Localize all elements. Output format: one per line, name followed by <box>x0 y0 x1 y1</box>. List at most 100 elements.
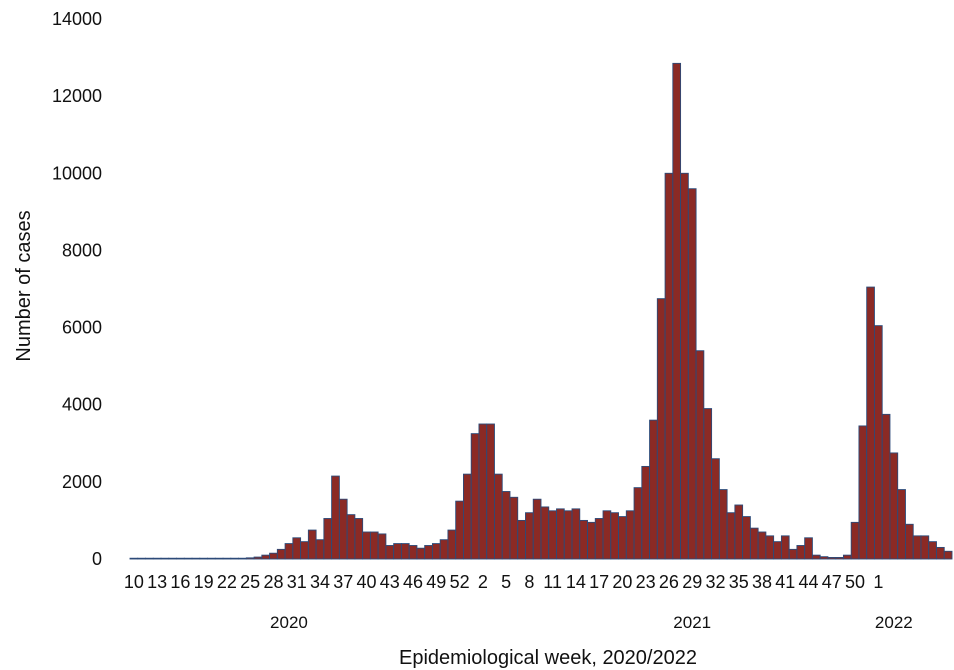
y-axis: 0 2000 4000 6000 8000 10000 12000 14000 <box>52 9 102 569</box>
bar-week-64 <box>625 510 635 560</box>
y-axis-title: Number of cases <box>13 210 35 361</box>
x-tick-label: 10 <box>124 572 144 592</box>
bar-week-48 <box>501 491 511 560</box>
bar-week-45 <box>478 423 488 560</box>
x-axis: 10 13 16 19 22 25 28 31 34 37 40 43 46 49 52 2 5 8 11 14 17 2… <box>124 572 883 592</box>
x-tick-label: 19 <box>194 572 214 592</box>
year-label: 2021 <box>673 613 711 632</box>
x-tick-label: 34 <box>310 572 330 592</box>
x-tick-label: 26 <box>659 572 679 592</box>
bar-week-62 <box>610 512 619 560</box>
bar-week-101 <box>912 535 922 560</box>
bar-week-59 <box>587 521 596 560</box>
bar-week-92 <box>842 554 852 560</box>
bar-week-43 <box>463 473 472 560</box>
x-tick-label: 13 <box>147 572 167 592</box>
bar-week-4 <box>160 557 170 560</box>
bar-week-17 <box>261 554 271 560</box>
bar-week-34 <box>393 543 402 560</box>
bar-week-3 <box>152 557 162 560</box>
bar-week-24 <box>315 539 325 560</box>
bar-week-27 <box>338 498 348 560</box>
bar-week-57 <box>571 508 581 560</box>
x-tick-label: 2 <box>478 572 488 592</box>
bar-week-21 <box>292 537 302 560</box>
bar-week-80 <box>749 527 759 560</box>
bar-week-60 <box>594 518 604 560</box>
bar-week-69 <box>664 172 674 560</box>
x-tick-label: 20 <box>612 572 632 592</box>
bar-week-85 <box>788 548 798 560</box>
x-tick-label: 25 <box>240 572 260 592</box>
year-axis: 2020 2021 2022 <box>270 613 913 632</box>
x-tick-label: 1 <box>873 572 883 592</box>
x-tick-label: 35 <box>729 572 749 592</box>
y-tick-label: 14000 <box>52 9 102 29</box>
y-tick-label: 4000 <box>62 395 102 415</box>
bar-week-94 <box>858 425 868 560</box>
x-tick-label: 14 <box>566 572 586 592</box>
x-tick-label: 41 <box>775 572 795 592</box>
bar-week-31 <box>369 531 379 560</box>
bar-week-12 <box>222 557 232 560</box>
y-tick-label: 2000 <box>62 472 102 492</box>
bar-week-33 <box>385 545 395 560</box>
bar-week-54 <box>548 510 557 560</box>
bar-week-76 <box>718 489 728 560</box>
bar-week-36 <box>408 545 418 560</box>
bar-week-79 <box>742 516 751 560</box>
bar-week-32 <box>377 533 387 560</box>
bar-week-22 <box>300 541 309 560</box>
bar-week-99 <box>897 489 906 560</box>
bar-week-105 <box>943 550 953 560</box>
x-tick-label: 8 <box>524 572 534 592</box>
bar-week-68 <box>656 298 666 560</box>
bar-week-61 <box>602 510 612 560</box>
bar-week-35 <box>400 543 410 560</box>
bar-series <box>129 62 953 560</box>
y-tick-label: 12000 <box>52 86 102 106</box>
bar-week-74 <box>703 408 713 560</box>
bar-week-2 <box>145 557 154 560</box>
bar-week-65 <box>633 487 643 560</box>
bar-week-93 <box>850 521 860 560</box>
x-tick-label: 28 <box>263 572 283 592</box>
bar-week-77 <box>726 512 736 560</box>
bar-week-83 <box>773 541 782 560</box>
x-tick-label: 11 <box>543 572 562 592</box>
y-tick-label: 10000 <box>52 163 102 183</box>
year-label: 2020 <box>270 613 308 632</box>
bar-week-89 <box>819 556 829 560</box>
bar-week-104 <box>936 546 945 560</box>
bar-week-15 <box>245 557 255 560</box>
bar-week-97 <box>881 413 891 560</box>
bar-week-0 <box>129 557 139 560</box>
bar-week-91 <box>835 557 844 560</box>
bar-week-40 <box>439 539 449 560</box>
bar-week-14 <box>238 557 247 560</box>
bar-week-66 <box>641 465 651 560</box>
x-tick-label: 23 <box>636 572 656 592</box>
x-tick-label: 46 <box>403 572 423 592</box>
bar-week-103 <box>928 541 937 560</box>
bar-week-47 <box>494 473 503 560</box>
bar-week-56 <box>563 510 573 560</box>
bar-week-8 <box>191 557 201 560</box>
bar-week-70 <box>672 62 682 560</box>
bar-week-87 <box>804 537 813 560</box>
x-tick-label: 16 <box>170 572 190 592</box>
bar-week-82 <box>765 535 775 560</box>
bar-week-28 <box>346 514 356 560</box>
bar-week-75 <box>711 458 720 560</box>
x-tick-label: 43 <box>380 572 400 592</box>
bar-week-84 <box>780 535 790 560</box>
bar-week-42 <box>455 500 464 560</box>
bar-week-39 <box>431 543 441 560</box>
x-axis-title: Epidemiological week, 2020/2022 <box>399 647 697 669</box>
bar-week-9 <box>199 557 208 560</box>
x-tick-label: 5 <box>501 572 511 592</box>
bar-week-25 <box>323 518 333 560</box>
bar-week-6 <box>176 557 185 560</box>
bar-week-81 <box>757 531 767 560</box>
